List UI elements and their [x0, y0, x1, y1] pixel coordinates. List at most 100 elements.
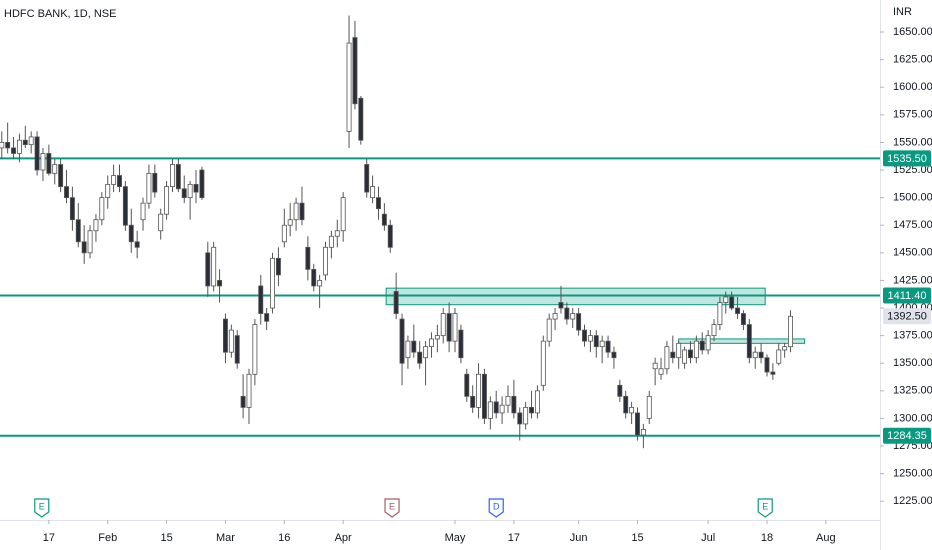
x-tick-label: 18 — [761, 532, 773, 544]
level-label-box — [883, 150, 931, 167]
candle-body — [252, 324, 258, 375]
y-tick-label: 1250.00 — [893, 468, 932, 480]
candle-body — [617, 384, 623, 397]
candle-body — [505, 395, 511, 406]
candle-body — [481, 373, 487, 419]
candle-body — [640, 429, 646, 436]
y-tick-label: 1600.00 — [893, 81, 932, 93]
level-label-text: 1411.40 — [888, 290, 927, 302]
candle-body — [281, 224, 287, 243]
x-tick-label: 17 — [43, 532, 55, 544]
candle-body — [670, 351, 676, 359]
candle-body — [381, 213, 387, 226]
level-label-text: 1284.35 — [887, 430, 927, 442]
x-tick-label: Mar — [216, 532, 235, 544]
candle-body — [540, 340, 546, 386]
level-label-text: 1535.50 — [887, 153, 927, 165]
event-marker — [34, 498, 50, 518]
candle-body — [705, 335, 711, 351]
candle-body — [493, 401, 499, 414]
candle-body — [546, 318, 552, 342]
candle-body — [393, 291, 399, 314]
y-tick-label: 1475.00 — [893, 219, 932, 231]
candle-body — [46, 153, 52, 174]
candle-body — [52, 164, 58, 174]
candle-body — [452, 313, 458, 342]
candle-body — [358, 97, 364, 141]
candle-body — [599, 340, 605, 348]
y-tick-label: 1500.00 — [893, 192, 932, 204]
candle-body — [499, 404, 505, 414]
x-tick-label: 15 — [160, 532, 172, 544]
candle-body — [576, 313, 582, 331]
candle-body — [352, 37, 358, 105]
y-tick-label: 1225.00 — [893, 495, 932, 507]
candle-body — [28, 136, 34, 146]
candle-body — [646, 395, 652, 419]
candle-body — [69, 197, 75, 221]
x-tick-label: May — [445, 532, 466, 544]
candle-body — [523, 406, 529, 425]
x-tick-label: 15 — [631, 532, 643, 544]
candle-body — [328, 235, 334, 248]
candle-body — [311, 268, 317, 287]
candle-body — [511, 395, 517, 414]
candle-body — [440, 313, 446, 337]
candle-body — [211, 246, 217, 287]
candle-body — [217, 280, 223, 287]
candle-body — [534, 390, 540, 414]
candle-body — [228, 329, 234, 353]
candle-body — [487, 401, 493, 419]
candle-body — [464, 373, 470, 397]
candle-body — [399, 318, 405, 364]
candle-body — [146, 172, 152, 204]
candle-body — [376, 197, 381, 210]
candle-body — [723, 296, 729, 303]
candle-body — [658, 368, 664, 375]
x-tick-label: Jul — [701, 532, 715, 544]
candle-body — [170, 164, 175, 187]
candle-body — [735, 307, 741, 314]
event-marker — [757, 498, 773, 518]
candle-body — [552, 313, 558, 320]
candle-body — [434, 335, 440, 340]
candle-body — [128, 224, 134, 243]
candle-body — [746, 324, 752, 359]
candle-body — [717, 302, 723, 325]
candle-body — [682, 349, 688, 364]
candle-body — [776, 349, 782, 364]
event-label: D — [493, 501, 500, 511]
candle-body — [117, 175, 122, 187]
candle-body — [323, 246, 328, 276]
candle-body — [699, 340, 705, 351]
candle-body — [205, 252, 211, 287]
candle-body — [199, 169, 205, 199]
candle-body — [81, 241, 87, 254]
candle-body — [187, 183, 193, 199]
candle-body — [370, 186, 376, 199]
x-tick-label: Apr — [335, 532, 352, 544]
candle-body — [175, 164, 181, 190]
candle-body — [64, 186, 69, 199]
candle-body — [593, 335, 599, 348]
event-marker — [488, 498, 504, 518]
candle-body — [558, 302, 564, 309]
candle-body — [22, 139, 28, 146]
y-tick-label: 1575.00 — [893, 109, 932, 121]
y-tick-label: 1625.00 — [893, 54, 932, 66]
candle-body — [264, 313, 270, 322]
event-label: E — [389, 501, 395, 511]
candle-body — [764, 357, 770, 373]
candle-body — [5, 142, 11, 149]
x-tick-label: Jun — [570, 532, 588, 544]
event-label: E — [39, 501, 45, 511]
candle-body — [58, 164, 64, 187]
candle-body — [676, 342, 682, 359]
candle-body — [334, 230, 340, 237]
candle-body — [258, 285, 264, 314]
candle-body — [770, 371, 776, 375]
candle-body — [752, 351, 758, 359]
candle-body — [788, 315, 793, 348]
candle-body — [587, 335, 593, 342]
